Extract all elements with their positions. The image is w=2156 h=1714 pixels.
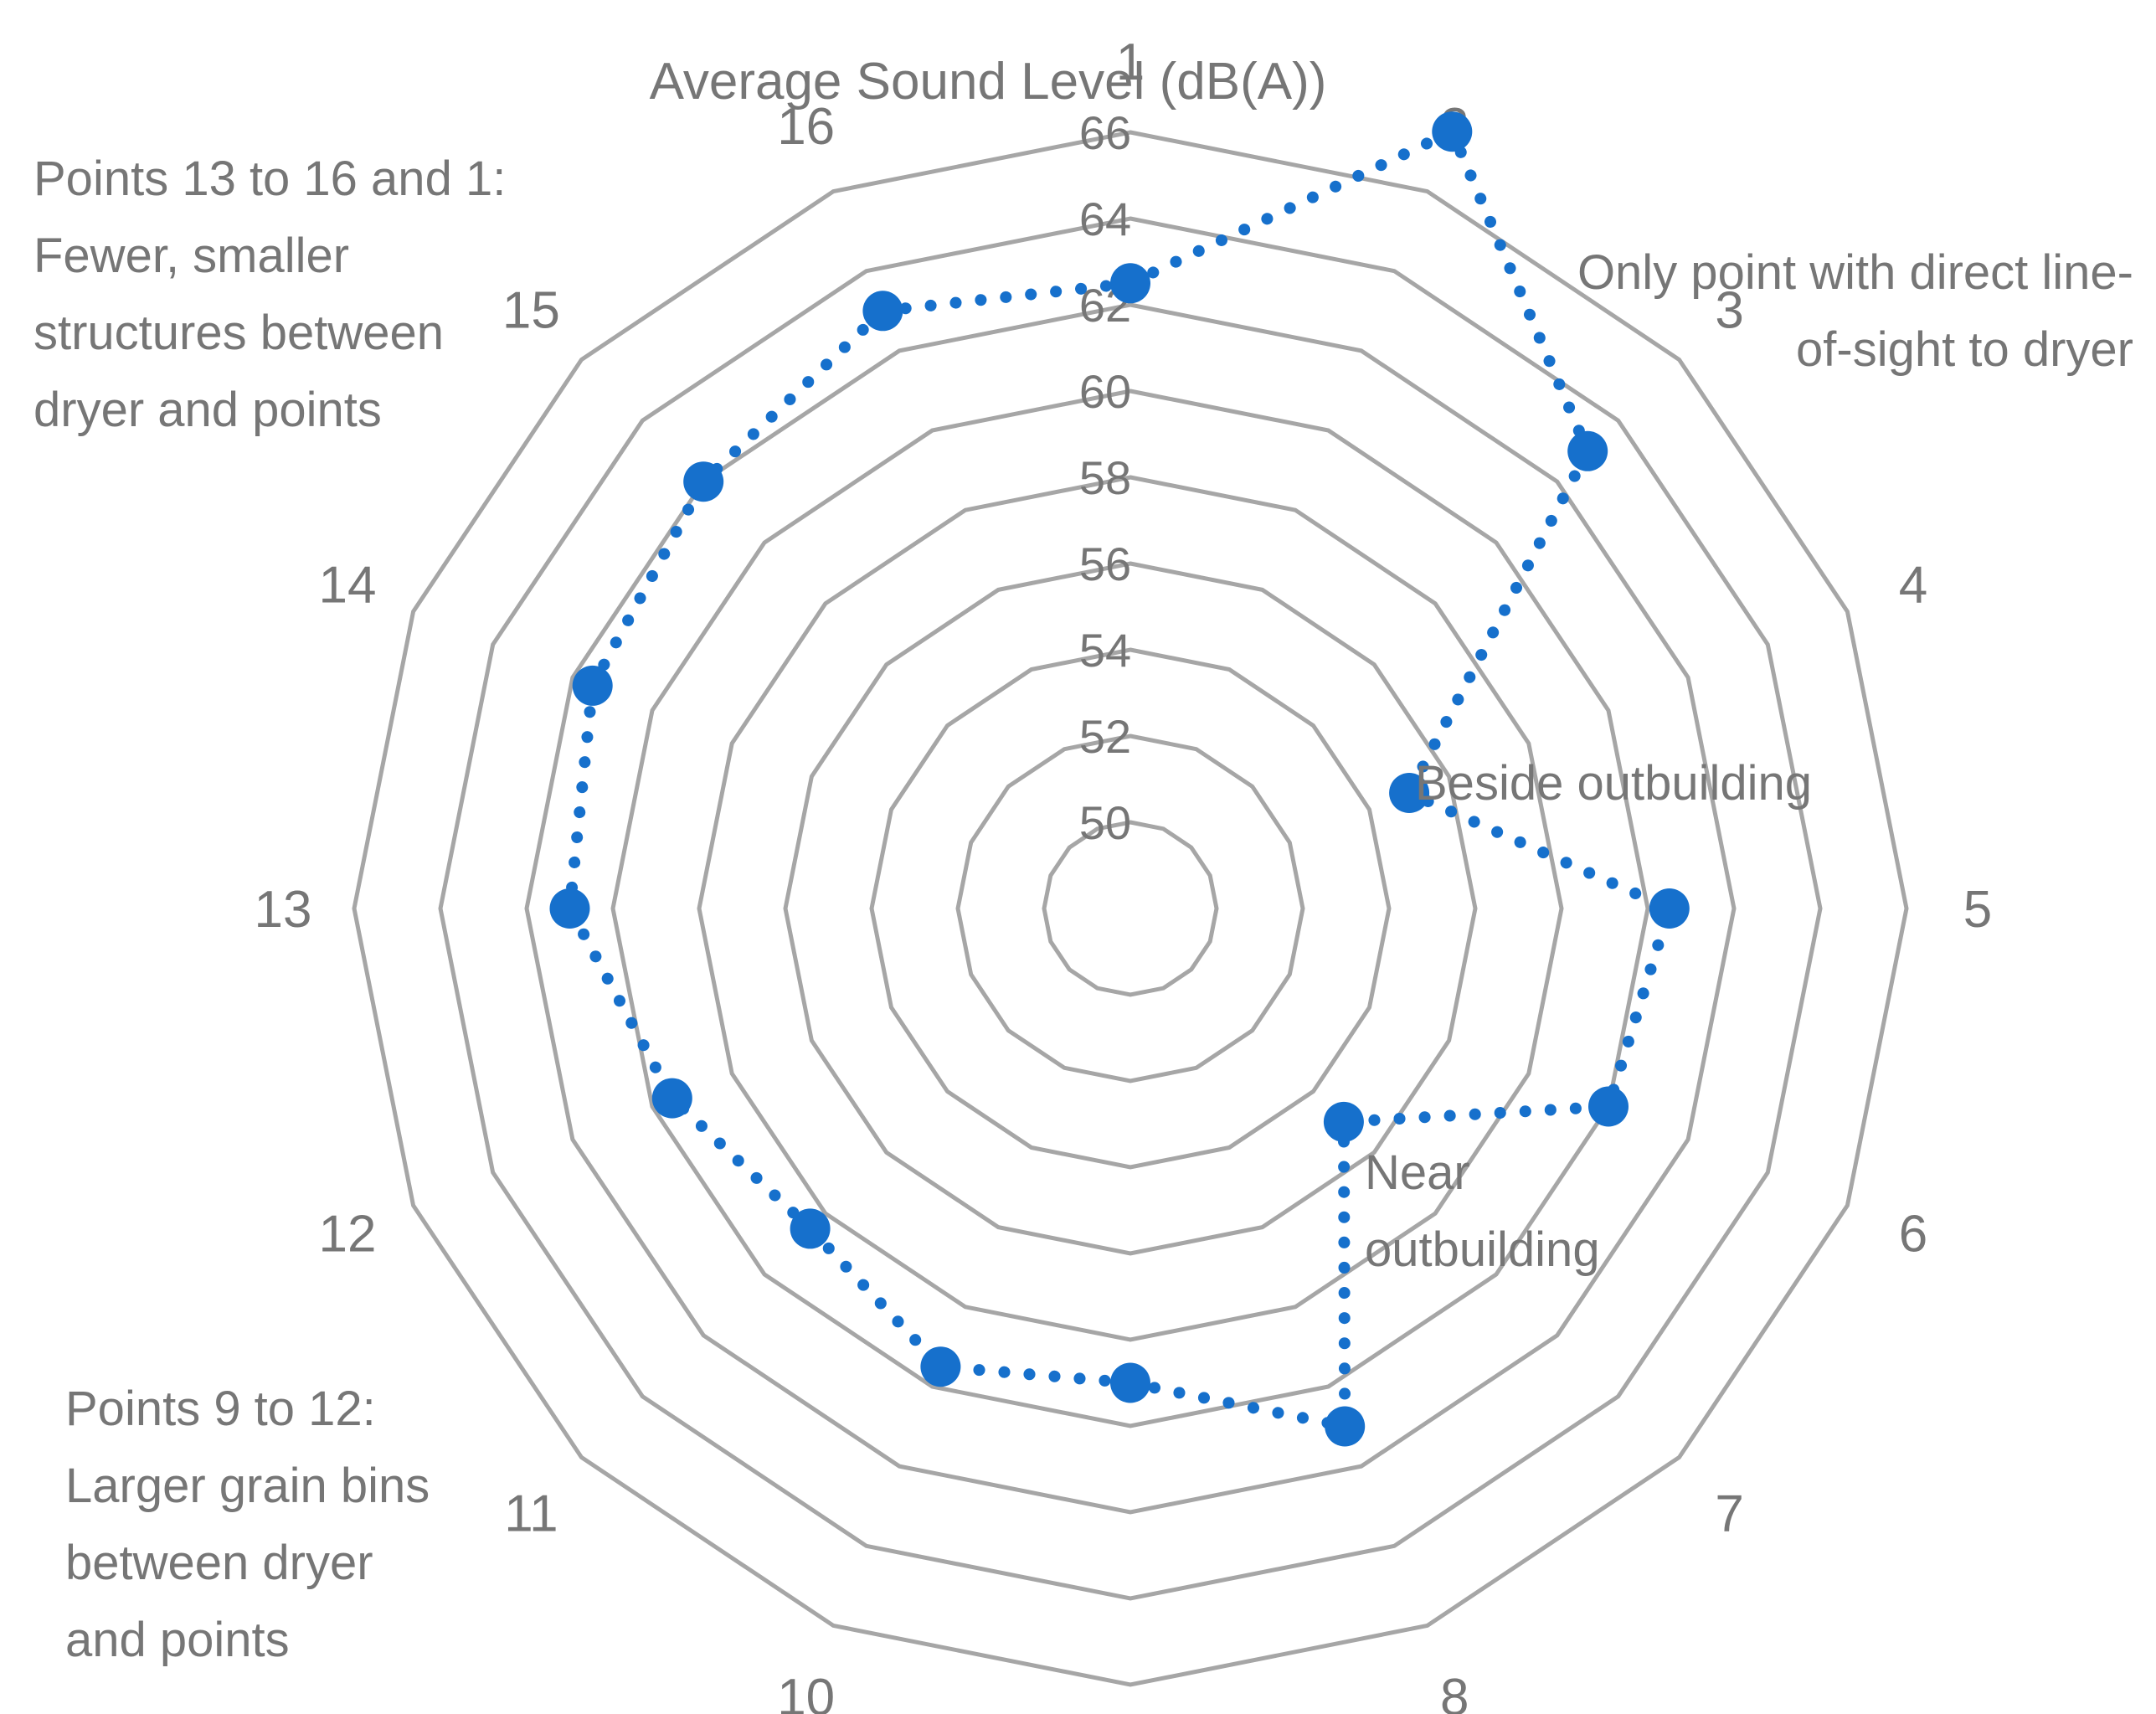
category-label: 3 [1715, 281, 1743, 339]
category-label: 10 [777, 1669, 835, 1714]
grid-ring-3 [783, 561, 1478, 1256]
data-point-12 [651, 1078, 692, 1119]
category-labels: 12345678910111213141516 [255, 33, 1993, 1714]
data-point-5 [1649, 888, 1690, 929]
data-point-8 [1325, 1406, 1366, 1447]
data-point-6 [1588, 1086, 1629, 1127]
data-point-3 [1567, 430, 1608, 471]
grid-ring-7 [438, 216, 1823, 1601]
data-point-7 [1323, 1101, 1364, 1142]
data-point-16 [862, 291, 903, 332]
grid-ring-0 [1042, 820, 1219, 997]
data-point-2 [1432, 111, 1473, 152]
category-label: 7 [1715, 1485, 1743, 1543]
grid-ring-1 [955, 733, 1305, 1083]
category-label: 5 [1963, 881, 1992, 939]
data-point-10 [920, 1346, 961, 1387]
data-point-14 [572, 665, 613, 706]
tick-label: 50 [1079, 796, 1131, 849]
grid-ring-5 [610, 389, 1650, 1428]
chart-title: Average Sound Level (dB(A)) [650, 53, 1327, 111]
grid-ring-6 [524, 302, 1737, 1515]
category-label: 16 [777, 98, 835, 156]
tick-label: 56 [1079, 538, 1131, 590]
data-point-13 [549, 888, 590, 929]
annotations: Points 13 to 16 and 1: Fewer, smaller stru… [33, 152, 2133, 1667]
grid-ring-2 [869, 647, 1392, 1170]
tick-label: 52 [1079, 710, 1131, 763]
tick-label: 60 [1079, 365, 1131, 418]
tick-label: 58 [1079, 451, 1131, 504]
grid-ring-4 [697, 475, 1564, 1342]
annotation-7: Near outbuilding [1365, 1145, 1600, 1277]
category-label: 12 [319, 1205, 377, 1263]
category-label: 13 [255, 881, 312, 939]
data-point-9 [1110, 1362, 1150, 1403]
tick-label: 64 [1079, 193, 1131, 245]
category-label: 11 [504, 1485, 558, 1543]
data-point-15 [683, 461, 724, 502]
data-series [549, 111, 1690, 1447]
category-label: 8 [1440, 1669, 1469, 1714]
radar-grid [352, 130, 1909, 1687]
annotation-2: Only point with direct line-of-sight to … [1577, 245, 2133, 377]
data-point-4 [1389, 773, 1430, 813]
grid-ring-8 [352, 130, 1909, 1687]
category-label: 4 [1899, 557, 1927, 615]
tick-label: 54 [1079, 624, 1131, 677]
annotation-4: Beside outbuilding [1415, 756, 1812, 811]
category-label: 15 [502, 281, 560, 339]
tick-label: 66 [1079, 106, 1131, 159]
annotation-9-12: Points 9 to 12: Larger grain bins between … [65, 1382, 430, 1667]
data-point-11 [790, 1208, 831, 1249]
category-label: 1 [1116, 33, 1145, 91]
data-point-1 [1110, 263, 1150, 304]
category-label: 6 [1899, 1205, 1927, 1263]
category-label: 14 [319, 557, 377, 615]
annotation-13-16: Points 13 to 16 and 1: Fewer, smaller stru… [33, 152, 506, 437]
